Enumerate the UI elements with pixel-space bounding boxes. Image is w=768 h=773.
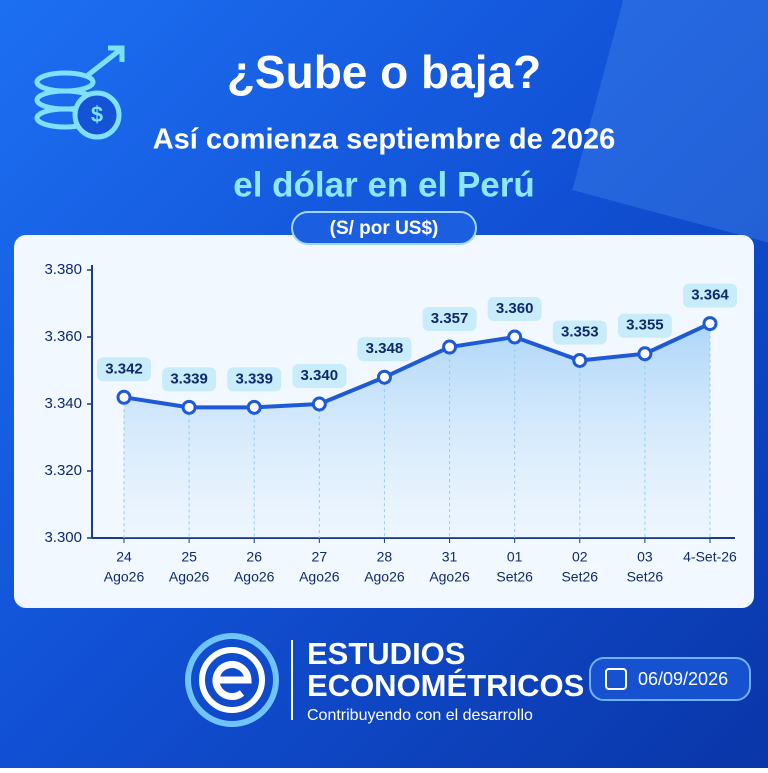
value-label-box — [97, 357, 151, 382]
plot: 3.300 3.320 3.340 3.360 3.380 24 Ago26 25 Ago26 2… — [44, 261, 737, 585]
point — [442, 339, 458, 355]
x-tick-label: Ago26 — [299, 569, 340, 585]
value-label: 3.357 — [431, 310, 469, 327]
value-label-box — [357, 337, 412, 362]
x-tick-label: Ago26 — [364, 569, 405, 585]
date-pill — [589, 657, 751, 701]
logo — [185, 633, 279, 727]
y-tick-label: 3.320 — [44, 462, 82, 479]
x-tick-label: Set26 — [561, 569, 598, 585]
value-label: 3.339 — [170, 370, 208, 387]
x-tick-label: Ago26 — [104, 569, 145, 585]
x-tick-label: 01 — [507, 549, 523, 565]
point — [181, 399, 197, 415]
x-tick-label: 26 — [246, 549, 262, 565]
y-tick-label: 3.380 — [44, 261, 82, 278]
brand-name: ECONOMÉTRICOS — [307, 668, 584, 703]
tagline: Contribuyendo con el desarrollo — [307, 707, 533, 724]
value-label: 3.353 — [561, 323, 599, 340]
x-tick-label: Set26 — [627, 569, 664, 585]
unit-label: (S/ por US$) — [330, 218, 439, 239]
value-label: 3.348 — [366, 340, 404, 357]
x-tick-label: 03 — [637, 549, 653, 565]
point — [376, 369, 392, 385]
date: 06/09/2026 — [638, 669, 728, 689]
x-tick-label: 25 — [181, 549, 197, 565]
subtitle: Así comienza septiembre de 2026 — [153, 124, 616, 156]
value-label-box — [227, 367, 282, 392]
value-label: 3.364 — [691, 287, 729, 304]
value-label-box — [422, 307, 477, 332]
x-tick-label: 24 — [116, 549, 132, 565]
y-tick-label: 3.340 — [44, 395, 82, 412]
value-label: 3.340 — [301, 367, 339, 384]
x-tick-label: Set26 — [496, 569, 533, 585]
value-label-box — [617, 313, 672, 338]
point — [507, 329, 523, 345]
x-tick-label: 4-Set-26 — [683, 549, 737, 565]
value-label-box — [162, 367, 217, 392]
x-tick-label: 28 — [377, 549, 393, 565]
coins-icon — [34, 45, 125, 140]
y-tick-label: 3.360 — [44, 328, 82, 345]
x-tick-label: 31 — [442, 549, 458, 565]
x-tick-label: Ago26 — [234, 569, 275, 585]
value-label: 3.339 — [235, 370, 273, 387]
value-label: 3.342 — [105, 360, 143, 377]
x-tick-label: 27 — [312, 549, 328, 565]
point — [311, 396, 327, 412]
brand-name: ESTUDIOS — [307, 636, 465, 671]
point — [116, 389, 132, 405]
value-label-box — [292, 364, 347, 388]
value-label-box — [683, 283, 737, 308]
banknote-decoration — [572, 0, 768, 247]
y-tick-label: 3.300 — [44, 529, 82, 546]
line — [123, 321, 711, 410]
value-label: 3.360 — [496, 300, 534, 317]
point — [702, 316, 718, 332]
x-tick-label: Ago26 — [429, 569, 470, 585]
subtitle: el dólar en el Perú — [233, 165, 535, 204]
x-tick-label: 02 — [572, 549, 588, 565]
value-label: 3.355 — [626, 317, 664, 334]
point — [572, 352, 588, 368]
calendar-icon — [605, 668, 627, 690]
point — [246, 399, 262, 415]
value-label-box — [552, 320, 607, 345]
title: ¿Sube o baja? — [227, 46, 541, 98]
x-tick-label: Ago26 — [169, 569, 210, 585]
area — [124, 323, 710, 538]
dollar-sign: $ — [91, 102, 103, 127]
unit-pill — [291, 211, 477, 245]
point — [637, 346, 653, 362]
value-label-box — [487, 297, 542, 321]
